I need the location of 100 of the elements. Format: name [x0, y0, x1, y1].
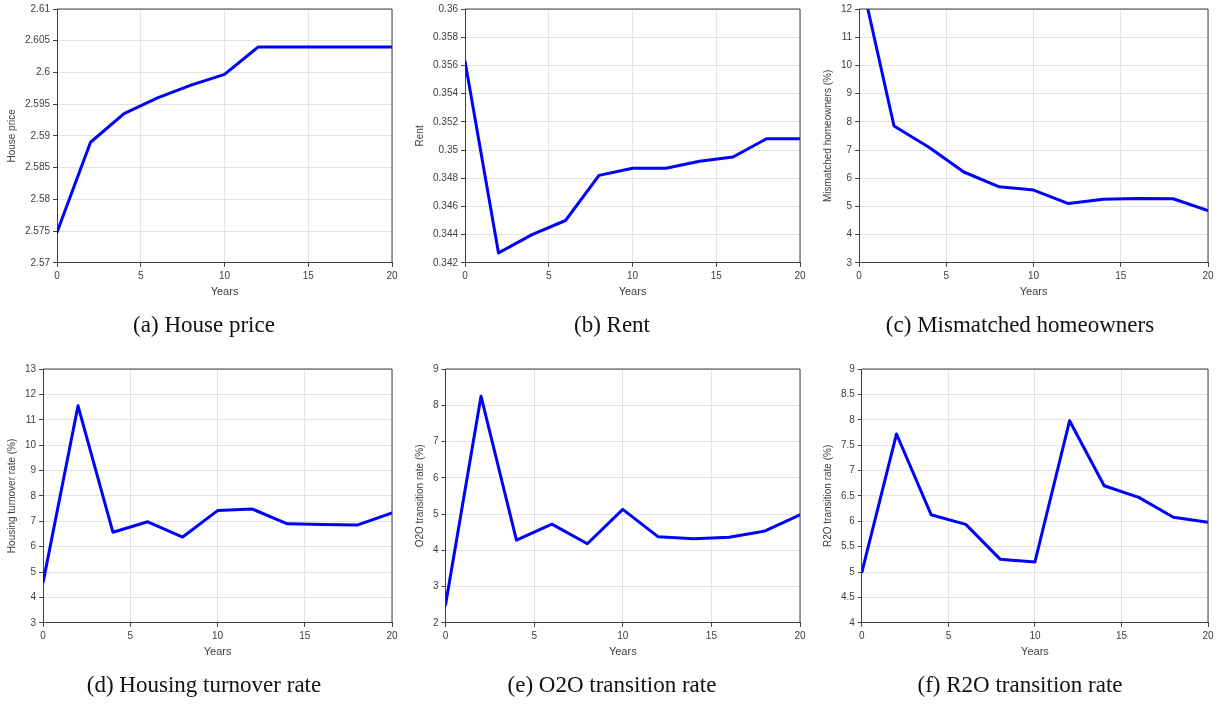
x-axis-title: Years	[608, 645, 638, 658]
text: (c) Mismatched homeowners	[885, 312, 1155, 338]
y-tick-label: 2	[433, 616, 439, 628]
y-tick-label: 0.348	[432, 171, 459, 183]
x-tick-label: 15	[1115, 629, 1128, 641]
y-tick-label: 2.58	[30, 193, 51, 205]
y-tick-label: 9	[30, 464, 37, 476]
x-tick-label: 15	[705, 629, 718, 641]
y-tick-label: 7	[846, 143, 853, 155]
x-tick-label: 10	[1028, 269, 1040, 281]
y-tick-label: 12	[25, 388, 37, 400]
y-axis-title: Mismatched homeowners (%)	[821, 69, 833, 203]
y-tick-label: 0.344	[432, 228, 459, 240]
x-tick-label: 20	[794, 629, 806, 641]
y-tick-label: 6	[433, 471, 439, 483]
y-tick-label: 8	[433, 399, 439, 411]
x-axis-title: Years	[618, 285, 647, 298]
y-tick-label: 7.5	[841, 438, 856, 450]
y-tick-label: 0.354	[432, 87, 459, 99]
y-tick-label: 2.595	[24, 97, 51, 109]
y-tick-label: 5.5	[841, 540, 856, 552]
y-tick-label: 5	[433, 507, 439, 519]
y-tick-label: 5	[849, 565, 856, 577]
y-tick-label: 4	[846, 228, 853, 240]
x-tick-label: 15	[299, 629, 311, 641]
y-tick-label: 5	[846, 200, 853, 212]
x-tick-label: 20	[386, 269, 398, 281]
text: (a) House price	[133, 312, 275, 338]
text: (d) Housing turnover rate	[86, 672, 322, 698]
y-tick-label: 0.342	[432, 256, 459, 268]
text: (f) R2O transition rate	[917, 672, 1123, 698]
y-tick-label: 11	[841, 30, 853, 42]
y-tick-label: 8.5	[841, 388, 856, 400]
y-axis-title: O2O transition rate (%)	[413, 444, 425, 548]
y-axis-title: R2O transition rate (%)	[821, 444, 833, 548]
y-tick-label: 9	[433, 362, 439, 374]
y-tick-label: 3	[846, 256, 853, 268]
x-tick-label: 5	[531, 629, 538, 641]
x-tick-label: 10	[212, 629, 224, 641]
text: (e) O2O transition rate	[507, 672, 717, 698]
y-tick-label: 6	[846, 171, 853, 183]
x-axis-title: Years	[210, 285, 239, 298]
y-tick-label: 7	[30, 515, 37, 527]
x-tick-label: 0	[462, 269, 469, 281]
y-tick-label: 10	[841, 59, 853, 71]
y-tick-label: 6	[30, 540, 37, 552]
x-tick-label: 10	[1029, 629, 1041, 641]
x-tick-label: 15	[302, 269, 315, 281]
x-tick-label: 15	[1115, 269, 1127, 281]
x-tick-label: 10	[218, 269, 231, 281]
x-tick-label: 0	[442, 629, 449, 641]
x-tick-label: 5	[127, 629, 134, 641]
y-axis-title: Housing turnover rate (%)	[5, 438, 17, 554]
y-tick-label: 7	[433, 435, 439, 447]
y-tick-label: 6	[849, 515, 856, 527]
x-tick-label: 10	[617, 629, 629, 641]
y-tick-label: 3	[30, 616, 37, 628]
x-axis-title: Years	[1019, 285, 1048, 298]
y-tick-label: 0.358	[432, 30, 459, 42]
y-tick-label: 7	[849, 464, 856, 476]
y-tick-label: 5	[30, 565, 37, 577]
x-tick-label: 5	[137, 269, 144, 281]
y-tick-label: 13	[25, 362, 37, 374]
y-tick-label: 8	[30, 489, 37, 501]
y-tick-label: 0.346	[432, 200, 459, 212]
x-tick-label: 0	[54, 269, 61, 281]
y-axis-title: Rent	[413, 125, 425, 147]
x-tick-label: 20	[794, 269, 806, 281]
y-tick-label: 4	[433, 544, 439, 556]
y-tick-label: 2.57	[30, 256, 51, 268]
x-tick-label: 0	[856, 269, 863, 281]
y-tick-label: 10	[25, 438, 37, 450]
y-tick-label: 6.5	[841, 489, 856, 501]
x-tick-label: 5	[545, 269, 552, 281]
y-tick-label: 4	[849, 616, 856, 628]
y-tick-label: 9	[849, 362, 856, 374]
x-tick-label: 0	[859, 629, 866, 641]
x-tick-label: 15	[710, 269, 723, 281]
y-tick-label: 2.59	[30, 129, 51, 141]
y-tick-label: 8	[849, 413, 856, 425]
y-tick-label: 11	[25, 413, 37, 425]
x-tick-label: 10	[626, 269, 639, 281]
x-tick-label: 20	[386, 629, 398, 641]
y-tick-label: 3	[433, 580, 439, 592]
x-tick-label: 5	[943, 269, 950, 281]
y-tick-label: 8	[846, 115, 853, 127]
y-tick-label: 2.6	[36, 66, 51, 78]
y-tick-label: 0.35	[438, 143, 459, 155]
x-tick-label: 20	[1202, 629, 1214, 641]
y-tick-label: 2.575	[24, 224, 51, 236]
y-tick-label: 0.356	[432, 59, 459, 71]
y-tick-label: 12	[841, 2, 853, 14]
x-axis-title: Years	[203, 645, 232, 658]
y-tick-label: 4.5	[841, 591, 856, 603]
y-tick-label: 2.61	[30, 2, 51, 14]
y-tick-label: 4	[30, 591, 37, 603]
text: (b) Rent	[573, 312, 650, 338]
y-tick-label: 2.605	[24, 34, 51, 46]
y-axis-title: House price	[5, 108, 17, 163]
x-tick-label: 0	[40, 629, 47, 641]
